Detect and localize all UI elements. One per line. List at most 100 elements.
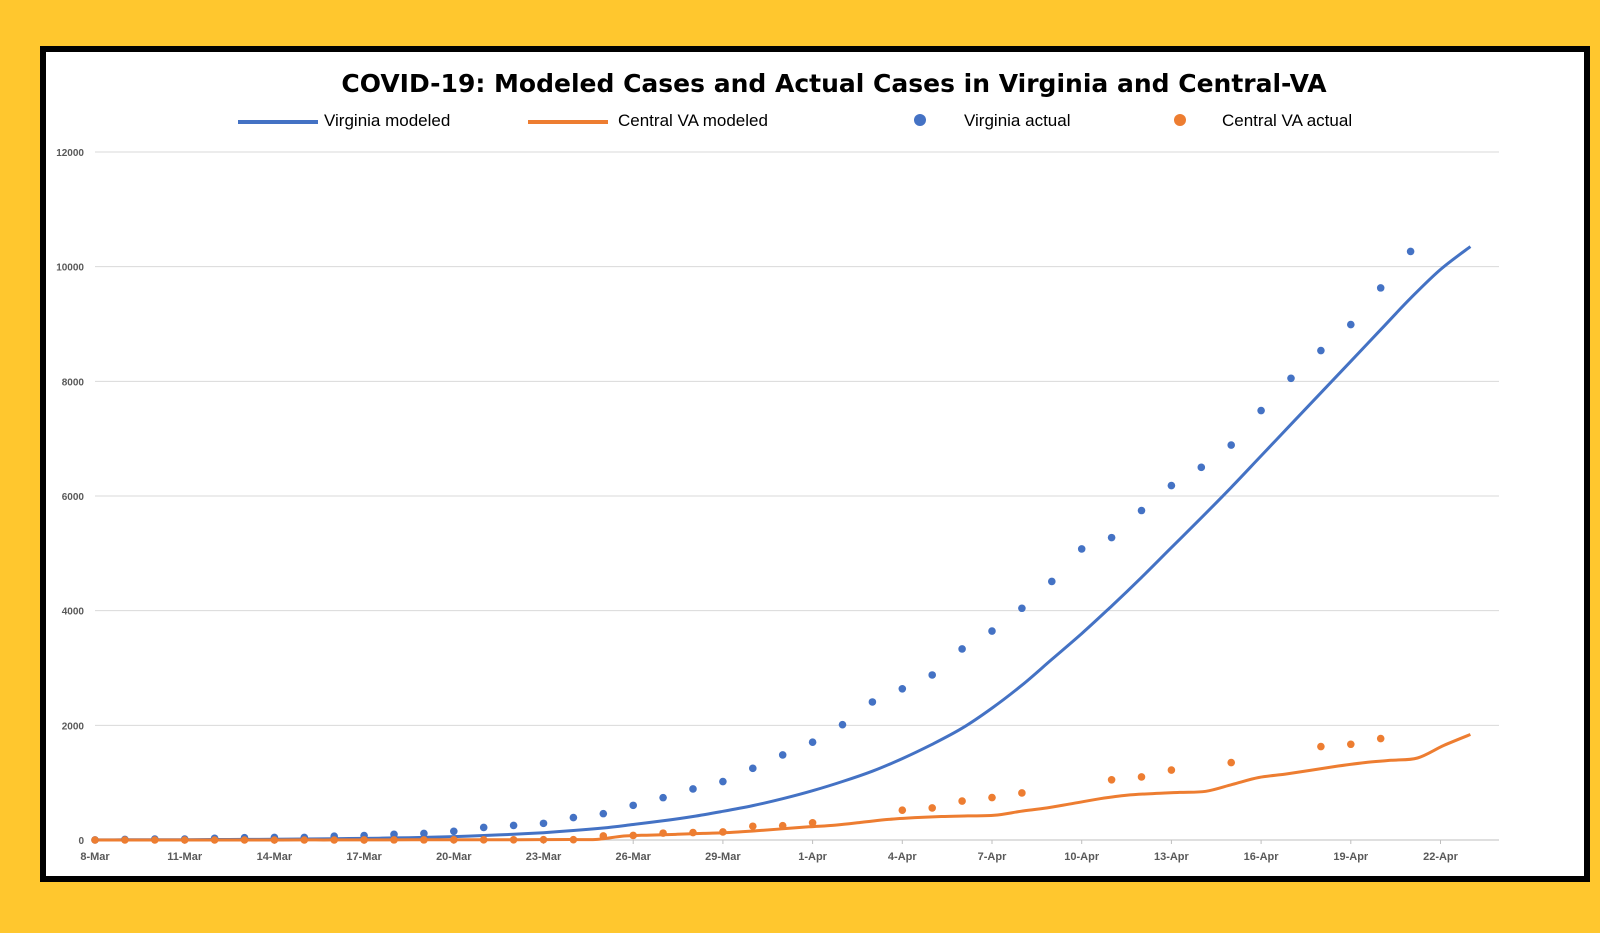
- y-tick-label: 8000: [62, 377, 85, 388]
- data-point-virginia-actual: [569, 813, 578, 822]
- y-axis-ticks: 0 2000 4000 6000 8000 10000 12000: [56, 148, 84, 847]
- data-point-central-va-actual: [689, 828, 697, 837]
- data-point-central-va-actual: [719, 828, 727, 836]
- data-point-virginia-actual: [988, 627, 996, 635]
- data-point-central-va-actual: [898, 806, 907, 814]
- data-point-virginia-actual: [1048, 577, 1056, 586]
- x-tick-label: 7-Apr: [978, 851, 1007, 863]
- data-point-central-va-actual: [180, 836, 189, 844]
- y-tick-label: 12000: [56, 148, 84, 159]
- y-tick-label: 0: [78, 836, 84, 847]
- y-tick-label: 4000: [62, 607, 85, 618]
- data-point-central-va-actual: [1376, 734, 1385, 743]
- data-point-virginia-actual: [1018, 604, 1026, 613]
- x-tick-label: 11-Mar: [167, 851, 203, 863]
- data-point-virginia-actual: [838, 720, 847, 729]
- legend-label-central-modeled: Central VA modeled: [618, 111, 768, 130]
- data-point-virginia-actual: [599, 809, 608, 818]
- data-point-virginia-actual: [689, 785, 697, 793]
- legend-marker-virginia-actual: [914, 114, 926, 126]
- data-point-central-va-actual: [659, 829, 667, 837]
- data-point-central-va-actual: [151, 836, 159, 844]
- data-point-central-va-actual: [420, 836, 428, 844]
- data-point-central-va-actual: [479, 836, 488, 844]
- legend-item-central-actual: Central VA actual: [1174, 111, 1352, 130]
- data-point-virginia-actual: [479, 823, 488, 832]
- x-tick-label: 1-Apr: [798, 851, 827, 863]
- chart-svg: COVID-19: Modeled Cases and Actual Cases…: [56, 69, 1499, 863]
- data-point-central-va-actual: [1317, 742, 1325, 751]
- data-point-virginia-actual: [868, 698, 877, 706]
- data-point-virginia-actual: [1137, 506, 1146, 515]
- x-tick-label: 22-Apr: [1423, 851, 1459, 863]
- data-point-virginia-actual: [1197, 463, 1206, 472]
- data-point-central-va-actual: [1227, 758, 1235, 767]
- data-point-central-va-actual: [1167, 766, 1176, 774]
- data-point-central-va-actual: [330, 836, 339, 844]
- legend-item-virginia-modeled: Virginia modeled: [238, 111, 450, 130]
- data-point-virginia-actual: [420, 829, 428, 838]
- data-point-virginia-actual: [659, 793, 667, 802]
- legend-marker-central-actual: [1174, 114, 1186, 126]
- data-point-virginia-actual: [928, 671, 936, 679]
- data-point-central-va-actual: [1137, 773, 1146, 781]
- data-point-virginia-actual: [898, 685, 907, 693]
- data-point-virginia-actual: [958, 645, 966, 653]
- data-point-virginia-actual: [629, 801, 637, 810]
- chart-frame: COVID-19: Modeled Cases and Actual Cases…: [40, 46, 1590, 882]
- data-point-central-va-actual: [509, 835, 518, 844]
- legend: Virginia modeled Central VA modeled Virg…: [238, 111, 1352, 130]
- data-point-virginia-actual: [509, 821, 518, 830]
- legend-item-virginia-actual: Virginia actual: [914, 111, 1070, 130]
- x-tick-label: 10-Apr: [1064, 851, 1100, 863]
- series-lines: [94, 245, 1472, 842]
- data-point-central-va-actual: [569, 835, 578, 844]
- x-tick-label: 13-Apr: [1154, 851, 1190, 863]
- series-line-virginia-modeled: [94, 245, 1472, 842]
- data-point-virginia-actual: [1107, 533, 1116, 542]
- legend-label-virginia-actual: Virginia actual: [964, 111, 1070, 130]
- data-point-virginia-actual: [1317, 346, 1325, 355]
- x-axis-ticks: 8-Mar 11-Mar 14-Mar 17-Mar 20-Mar 23-Mar 26-Ma…: [80, 840, 1459, 863]
- x-tick-label: 23-Mar: [526, 851, 562, 863]
- data-point-virginia-actual: [1167, 481, 1176, 490]
- data-point-central-va-actual: [240, 836, 249, 844]
- legend-label-virginia-modeled: Virginia modeled: [324, 111, 450, 130]
- legend-item-central-modeled: Central VA modeled: [528, 111, 768, 130]
- data-point-central-va-actual: [270, 836, 279, 844]
- chart-title: COVID-19: Modeled Cases and Actual Cases…: [341, 69, 1327, 98]
- data-point-virginia-actual: [390, 830, 398, 839]
- data-point-virginia-actual: [539, 819, 548, 828]
- data-point-virginia-actual: [719, 777, 727, 786]
- data-point-virginia-actual: [1406, 247, 1415, 256]
- data-point-central-va-actual: [390, 836, 398, 844]
- data-point-central-va-actual: [1107, 776, 1116, 784]
- x-tick-label: 14-Mar: [257, 851, 293, 863]
- data-point-virginia-actual: [1376, 284, 1385, 292]
- chart-panel: COVID-19: Modeled Cases and Actual Cases…: [46, 52, 1584, 876]
- data-point-central-va-actual: [958, 797, 966, 805]
- data-point-virginia-actual: [1257, 406, 1265, 415]
- data-point-central-va-actual: [360, 836, 368, 844]
- x-tick-label: 8-Mar: [80, 851, 110, 863]
- data-point-virginia-actual: [1077, 545, 1086, 553]
- series-points: [91, 247, 1415, 844]
- x-tick-label: 17-Mar: [346, 851, 382, 863]
- data-point-central-va-actual: [1018, 789, 1026, 797]
- y-tick-label: 6000: [62, 492, 85, 503]
- x-tick-label: 26-Mar: [615, 851, 651, 863]
- data-point-virginia-actual: [1347, 320, 1355, 329]
- x-tick-label: 4-Apr: [888, 851, 917, 863]
- data-point-central-va-actual: [749, 822, 757, 831]
- data-point-central-va-actual: [928, 804, 936, 812]
- gridlines: [95, 151, 1499, 841]
- data-point-virginia-actual: [778, 751, 787, 759]
- data-point-central-va-actual: [778, 821, 787, 830]
- data-point-central-va-actual: [599, 832, 608, 840]
- data-point-central-va-actual: [91, 836, 99, 844]
- data-point-virginia-actual: [749, 764, 757, 773]
- data-point-central-va-actual: [300, 836, 309, 844]
- data-point-virginia-actual: [1227, 441, 1235, 449]
- x-tick-label: 16-Apr: [1244, 851, 1280, 863]
- data-point-central-va-actual: [539, 835, 548, 844]
